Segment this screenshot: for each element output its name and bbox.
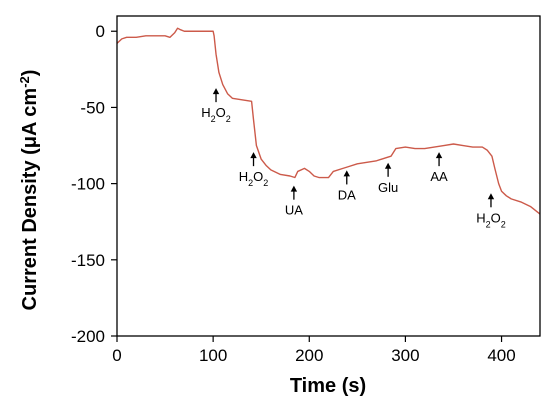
y-axis-title: Current Density (μA cm-2) [17,70,42,311]
annotation-label: Glu [378,180,398,195]
x-axis-title: Time (s) [290,375,366,397]
plot-area [116,27,541,215]
series-line-0 [116,27,541,215]
y-tick-label: -100 [71,175,105,194]
annotation-arrowhead [212,88,220,95]
annotation-arrowhead [435,152,443,159]
x-tick-label: 100 [199,346,227,365]
x-tick-label: 300 [391,346,419,365]
annotation-label: AA [430,169,448,184]
y-tick-label: -50 [80,98,105,117]
y-tick-label: -150 [71,251,105,270]
annotation: H2O2 [239,152,269,188]
x-tick-label: 400 [487,346,515,365]
annotation-label: H2O2 [476,210,506,229]
annotation-arrowhead [290,185,298,192]
annotation-label: DA [338,187,356,202]
x-tick-label: 200 [295,346,323,365]
plot-frame [116,15,541,337]
annotation: H2O2 [476,193,506,229]
annotation-arrowhead [250,152,257,159]
annotation: H2O2 [201,88,231,124]
x-tick-label: 0 [112,346,121,365]
annotation-arrowhead [343,170,350,177]
y-tick-label: 0 [96,22,105,41]
annotation-arrowhead [487,193,495,200]
y-tick-label: -200 [71,327,105,346]
annotation-label: H2O2 [239,169,269,188]
annotation: Glu [378,162,398,195]
annotation: DA [338,170,356,202]
annotation-label: UA [285,203,303,218]
axes: 0 100 200 300 400 0 -50 -100 -150 -200 [71,15,541,365]
annotations: H2O2 H2O2 UA DA Glu AA H2O2 [201,88,506,229]
annotation: UA [285,185,303,218]
annotation-label: H2O2 [201,105,231,124]
annotation: AA [430,152,448,184]
annotation-arrowhead [384,162,392,169]
